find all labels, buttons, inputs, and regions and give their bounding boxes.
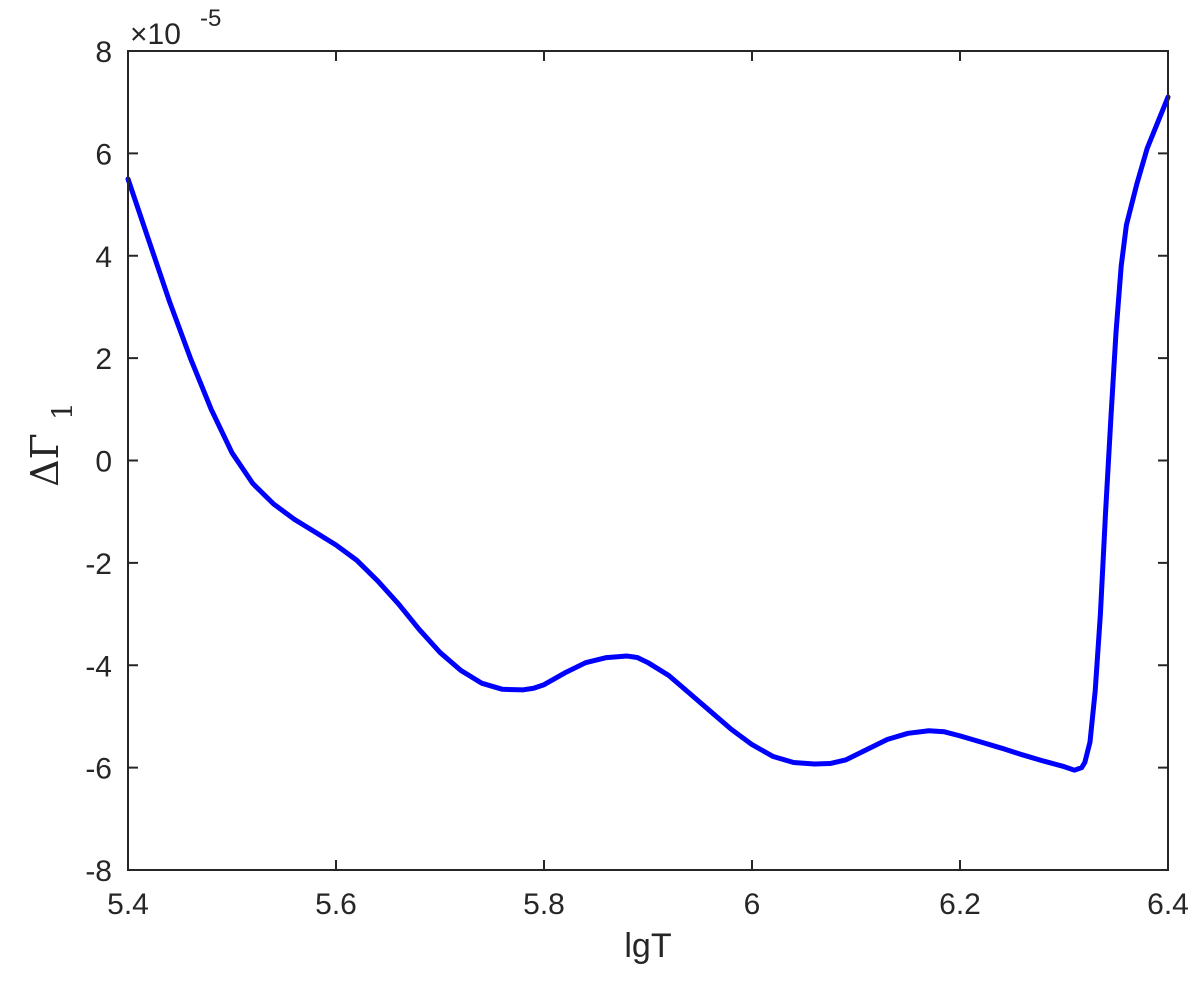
y-exponent-prefix: ×10 <box>130 18 181 51</box>
y-tick-label: -4 <box>85 650 112 683</box>
y-tick-label: -8 <box>85 855 112 888</box>
y-tick-label: 8 <box>95 36 112 69</box>
y-axis-label-main: ΔΓ <box>23 433 67 487</box>
y-tick-label: 0 <box>95 446 112 479</box>
y-tick-label: -6 <box>85 753 112 786</box>
x-tick-label: 6.4 <box>1147 888 1189 921</box>
y-tick-label: 6 <box>95 138 112 171</box>
y-exponent-power: -5 <box>200 5 221 32</box>
y-exponent-label: ×10 -5 <box>130 5 221 51</box>
x-axis-label: lgT <box>624 927 671 965</box>
x-tick-label: 5.4 <box>107 888 149 921</box>
y-axis-label: ΔΓ 1 <box>23 402 79 487</box>
x-tick-label: 5.6 <box>315 888 357 921</box>
y-tick-label: 2 <box>95 343 112 376</box>
y-axis-label-subscript: 1 <box>46 402 79 420</box>
x-tick-label: 5.8 <box>523 888 565 921</box>
y-tick-label: -2 <box>85 548 112 581</box>
plot-area <box>128 51 1168 870</box>
y-axis-ticks: -8 -6 -4 -2 0 2 4 6 8 <box>85 36 1168 888</box>
y-tick-label: 4 <box>95 241 112 274</box>
data-line <box>125 94 1171 773</box>
x-axis-ticks: 5.4 5.6 5.8 6 6.2 6.4 <box>107 51 1189 921</box>
x-tick-label: 6 <box>744 888 761 921</box>
x-tick-label: 6.2 <box>939 888 981 921</box>
